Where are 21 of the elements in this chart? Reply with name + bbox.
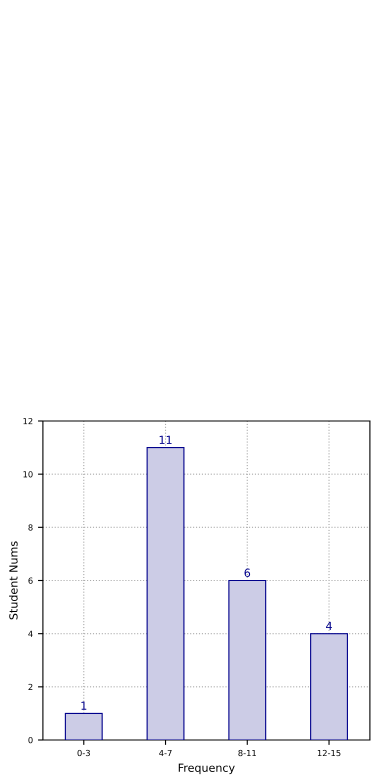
x-tick-label: 12-15 [318,750,340,756]
y-tick-label: 6 [28,577,33,584]
x-tick-label: 4-7 [159,750,172,756]
bar [310,633,348,740]
y-tick-label: 8 [28,524,33,531]
y-tick-label: 2 [28,684,32,690]
y-tick-label: 10 [23,471,33,478]
y-tick-label: 0 [28,736,33,744]
data-label: 4 [326,622,332,630]
bar [146,447,184,740]
bar [64,712,103,740]
y-tick-label: 4 [28,630,33,637]
x-tick-label: 0-3 [78,750,90,756]
x-tick-label: 8-11 [238,750,256,756]
y-tick-label: 12 [23,418,32,424]
data-label: 11 [160,436,172,444]
bar [228,580,266,740]
data-label: 1 [81,702,86,710]
y-axis-title: Student Nums [9,541,18,620]
x-axis-title: Frequency [178,764,235,774]
data-label: 6 [244,568,250,577]
